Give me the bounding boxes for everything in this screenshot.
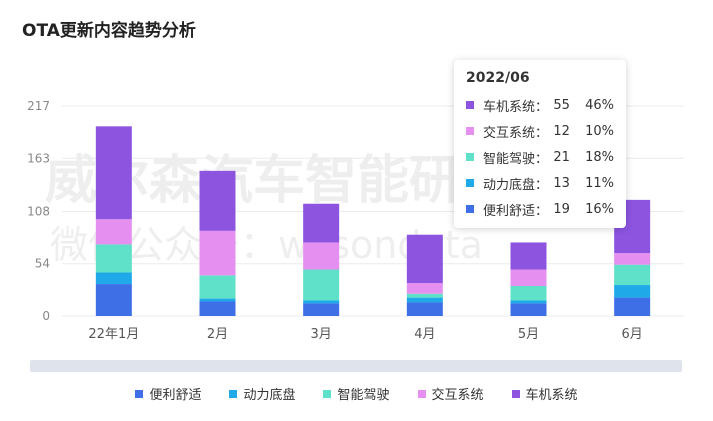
bar-交互系统[interactable] <box>199 230 236 276</box>
tooltip-pct: 11% <box>585 175 614 191</box>
bars[interactable] <box>95 126 651 316</box>
bar-车机系统[interactable] <box>199 170 236 231</box>
bar-交互系统[interactable] <box>95 219 132 245</box>
chart-title: OTA更新内容趋势分析 <box>22 21 196 41</box>
bar-交互系统[interactable] <box>614 253 651 265</box>
y-tick-label: 0 <box>42 309 50 323</box>
bar-智能驾驶[interactable] <box>95 244 132 273</box>
tooltip-pct: 10% <box>585 123 614 139</box>
legend-item[interactable]: 智能驾驶 <box>323 384 390 403</box>
tooltip: 2022/06 车机系统： 55 46% 交互系统： 12 10% 智能驾驶： 21 18% 动力… <box>454 60 626 228</box>
tooltip-pct: 46% <box>585 97 614 113</box>
legend-label: 动力底盘 <box>243 388 296 403</box>
tooltip-pct: 18% <box>585 149 614 165</box>
bar-智能驾驶[interactable] <box>303 269 340 301</box>
bar-交互系统[interactable] <box>510 269 547 286</box>
bar-动力底盘[interactable] <box>406 297 443 303</box>
bar-交互系统[interactable] <box>406 283 443 294</box>
legend-item[interactable]: 便利舒适 <box>135 384 201 403</box>
legend: 便利舒适 动力底盘 智能驾驶 交互系统 车机系统 <box>0 384 713 403</box>
bar-智能驾驶[interactable] <box>614 264 651 286</box>
x-tick-label: 6月 <box>622 327 643 342</box>
tooltip-name: 动力底盘： <box>483 177 549 193</box>
x-tick-label: 3月 <box>311 327 332 342</box>
tooltip-name: 便利舒适： <box>483 203 549 219</box>
bar-动力底盘[interactable] <box>95 272 132 285</box>
tooltip-pct: 16% <box>585 201 614 217</box>
legend-swatch <box>511 389 520 398</box>
tooltip-value: 21 <box>553 149 570 165</box>
bar-动力底盘[interactable] <box>199 298 236 302</box>
tooltip-value: 13 <box>553 175 570 191</box>
bar-车机系统[interactable] <box>406 234 443 284</box>
legend-swatch <box>229 389 238 398</box>
tooltip-swatch <box>466 179 474 187</box>
bar-车机系统[interactable] <box>95 126 132 220</box>
tooltip-swatch <box>466 101 474 109</box>
tooltip-row: 智能驾驶： 21 18% <box>466 144 614 170</box>
bar-便利舒适[interactable] <box>303 303 340 316</box>
y-axis: 0 54 108 163 217 <box>27 99 50 323</box>
legend-swatch <box>417 389 426 398</box>
x-tick-label: 2月 <box>207 327 228 342</box>
legend-item[interactable]: 交互系统 <box>417 384 484 403</box>
tooltip-title: 2022/06 <box>466 70 530 86</box>
tooltip-swatch <box>466 153 474 161</box>
tooltip-value: 19 <box>553 201 570 217</box>
tooltip-swatch <box>466 127 474 135</box>
x-tick-label: 5月 <box>518 327 539 342</box>
tooltip-row: 动力底盘： 13 11% <box>466 170 614 196</box>
tooltip-row: 交互系统： 12 10% <box>466 118 614 144</box>
legend-swatch <box>135 389 144 398</box>
bar-智能驾驶[interactable] <box>199 275 236 299</box>
legend-label: 智能驾驶 <box>337 388 390 403</box>
bar-智能驾驶[interactable] <box>510 286 547 301</box>
tooltip-row: 便利舒适： 19 16% <box>466 196 614 222</box>
data-zoom-scrollbar[interactable] <box>30 360 682 372</box>
bar-便利舒适[interactable] <box>406 302 443 316</box>
bar-智能驾驶[interactable] <box>406 293 443 298</box>
legend-label: 车机系统 <box>525 388 578 403</box>
tooltip-value: 55 <box>553 97 570 113</box>
tooltip-value: 12 <box>553 123 570 139</box>
y-tick-label: 108 <box>27 204 50 218</box>
legend-label: 便利舒适 <box>149 388 202 403</box>
bar-交互系统[interactable] <box>303 242 340 270</box>
x-axis: 22年1月 2月 3月 4月 5月 6月 <box>88 327 642 342</box>
tooltip-name: 车机系统： <box>483 99 549 115</box>
y-tick-label: 163 <box>27 151 50 165</box>
y-tick-label: 217 <box>27 99 50 113</box>
legend-item[interactable]: 车机系统 <box>511 384 578 403</box>
y-tick-label: 54 <box>35 257 50 271</box>
bar-动力底盘[interactable] <box>614 285 651 298</box>
bar-动力底盘[interactable] <box>303 300 340 304</box>
bar-便利舒适[interactable] <box>95 284 132 316</box>
bar-车机系统[interactable] <box>303 203 340 243</box>
tooltip-swatch <box>466 205 474 213</box>
legend-item[interactable]: 动力底盘 <box>229 384 295 403</box>
bar-便利舒适[interactable] <box>614 297 651 316</box>
bar-车机系统[interactable] <box>510 242 547 270</box>
tooltip-name: 智能驾驶： <box>483 151 549 167</box>
tooltip-name: 交互系统： <box>483 125 549 141</box>
legend-label: 交互系统 <box>431 388 484 403</box>
bar-动力底盘[interactable] <box>510 300 547 304</box>
bar-便利舒适[interactable] <box>510 303 547 316</box>
x-tick-label: 22年1月 <box>88 327 139 342</box>
legend-swatch <box>323 389 332 398</box>
tooltip-row: 车机系统： 55 46% <box>466 92 614 118</box>
x-tick-label: 4月 <box>414 327 435 342</box>
bar-便利舒适[interactable] <box>199 301 236 316</box>
